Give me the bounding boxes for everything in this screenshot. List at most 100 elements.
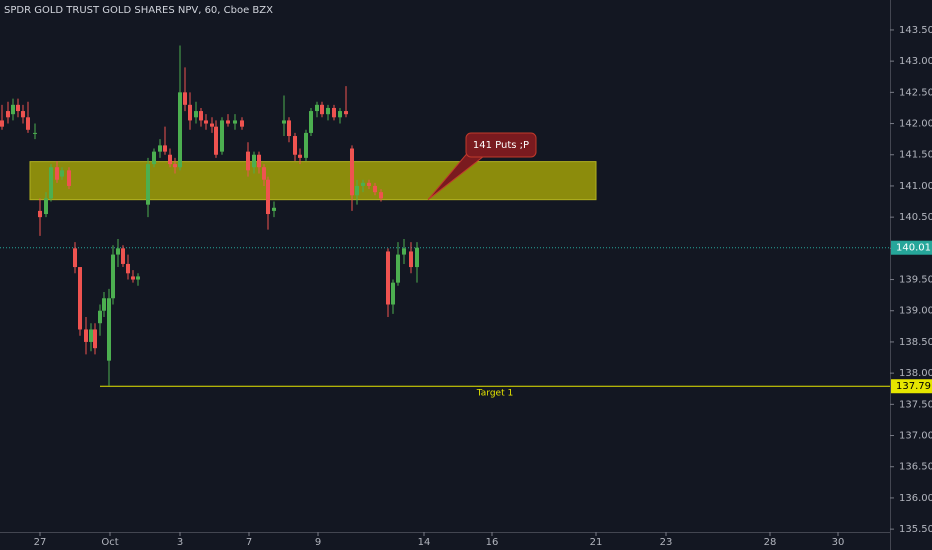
candle-body (367, 182, 371, 186)
candle-body (60, 170, 64, 177)
x-tick-label: 27 (34, 537, 47, 548)
candle-body (293, 136, 297, 155)
y-tick-label: 139.00 (899, 306, 932, 317)
y-tick-label: 139.50 (899, 275, 932, 286)
candle-body (282, 120, 286, 124)
x-tick-label: 16 (486, 537, 499, 548)
y-tick-label: 141.50 (899, 150, 932, 161)
candle-body (326, 107, 330, 115)
candle-body (304, 132, 308, 158)
target-price-label: 137.79 (896, 381, 931, 392)
y-tick-label: 143.00 (899, 56, 932, 67)
candle-body (0, 120, 4, 127)
candle-body (98, 310, 102, 324)
candle-body (226, 120, 230, 124)
x-tick-label: 14 (418, 537, 431, 548)
candle-body (391, 282, 395, 305)
candle-body (309, 111, 313, 133)
candle-body (116, 248, 120, 255)
candle-body (415, 247, 419, 268)
y-tick-label: 142.50 (899, 87, 932, 98)
x-tick-label: 21 (590, 537, 603, 548)
candle-body (240, 120, 244, 127)
target-label: Target 1 (476, 389, 513, 399)
candle-body (84, 329, 88, 342)
candle-body (44, 198, 48, 215)
candle-body (55, 167, 59, 180)
candle-body (214, 126, 218, 155)
candle-body (257, 154, 261, 168)
x-tick-label: 3 (177, 537, 183, 548)
candle-body (188, 104, 192, 121)
candle-body (409, 251, 413, 268)
candle-body (338, 111, 342, 118)
candle-body (49, 167, 53, 199)
candle-body (183, 92, 187, 105)
y-tick-label: 138.50 (899, 337, 932, 348)
y-tick-label: 136.50 (899, 462, 932, 473)
candle-body (272, 207, 276, 211)
candle-body (6, 111, 10, 118)
y-tick-label: 141.00 (899, 181, 932, 192)
candle-body (26, 117, 30, 130)
candle-body (210, 123, 214, 127)
candle-body (78, 267, 82, 330)
candle-body (233, 120, 237, 124)
y-tick-label: 140.50 (899, 212, 932, 223)
zone (29, 161, 597, 201)
candle-body (266, 179, 270, 215)
y-tick-label: 138.00 (899, 368, 932, 379)
candle-body (332, 107, 336, 118)
candle-body (11, 104, 15, 115)
candle-body (168, 154, 172, 165)
candle-body (163, 145, 167, 152)
candle-body (194, 111, 198, 118)
y-tick-label: 143.50 (899, 25, 932, 36)
candle-body (287, 120, 291, 137)
callout-label: 141 Puts ;P (473, 140, 529, 151)
candle-body (355, 185, 359, 196)
candle-body (33, 132, 37, 134)
candle-body (152, 151, 156, 165)
candle-body (373, 185, 377, 193)
candle-body (38, 210, 42, 218)
candle-body (344, 111, 348, 115)
candle-body (350, 148, 354, 196)
candle-body (386, 251, 390, 305)
candle-body (320, 104, 324, 115)
candle-body (121, 248, 125, 264)
candle-body (246, 151, 250, 171)
candle-body (178, 92, 182, 168)
candle-body (220, 120, 224, 152)
callout-box (465, 132, 537, 158)
candle-body (379, 192, 383, 199)
candle-body (402, 248, 406, 255)
candle-body (315, 104, 319, 112)
candle-body (158, 145, 162, 152)
last-price-box (891, 240, 932, 255)
candle-body (204, 120, 208, 124)
x-tick-label: 28 (764, 537, 777, 548)
candle-body (361, 182, 365, 186)
y-tick-label: 135.50 (899, 524, 932, 535)
candle-body (199, 111, 203, 121)
candle-body (73, 248, 77, 268)
candle-body (21, 111, 25, 118)
chart-title: SPDR GOLD TRUST GOLD SHARES NPV, 60, Cbo… (4, 5, 273, 16)
y-tick-label: 142.00 (899, 119, 932, 130)
candle-body (396, 254, 400, 283)
candle-body (146, 164, 150, 205)
candle-body (131, 276, 135, 280)
x-tick-label: 30 (832, 537, 845, 548)
candle-body (102, 298, 106, 311)
x-tick-label: 9 (315, 537, 321, 548)
candle-body (16, 104, 20, 112)
candle-body (136, 276, 140, 280)
candle-body (67, 170, 71, 186)
y-tick-label: 137.50 (899, 399, 932, 410)
y-tick-label: 137.00 (899, 431, 932, 442)
x-tick-label: 23 (660, 537, 673, 548)
candle-body (111, 254, 115, 299)
y-tick-label: 136.00 (899, 493, 932, 504)
